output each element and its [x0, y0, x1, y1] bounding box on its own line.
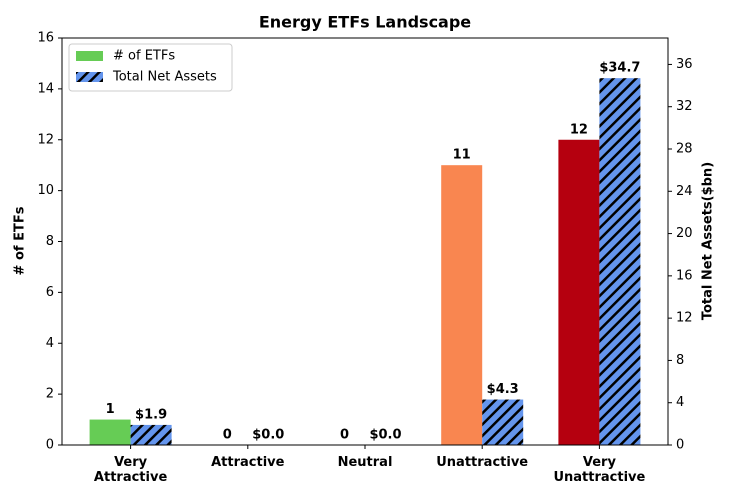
value-label: $4.3: [487, 382, 519, 397]
y2-tick-label: 24: [676, 184, 693, 199]
value-label: 11: [453, 148, 471, 163]
bar: [482, 399, 524, 445]
x-tick-label: Attractive: [211, 455, 285, 470]
y2-tick-label: 16: [676, 268, 693, 283]
x-tick-label: Very Attractive: [94, 455, 168, 485]
y2-tick-label: 12: [676, 311, 693, 326]
y-tick-label: 6: [46, 285, 54, 300]
bar: [89, 419, 131, 445]
value-label: 0: [223, 428, 232, 443]
y-tick-label: 8: [46, 234, 54, 249]
y-tick-label: 10: [37, 183, 54, 198]
value-label: 1: [106, 402, 115, 417]
y2-tick-label: 32: [676, 99, 693, 114]
y-axis-label: # of ETFs: [13, 206, 28, 275]
y-tick-label: 14: [37, 81, 54, 96]
x-tick-label: Neutral: [338, 455, 393, 470]
y2-tick-label: 0: [676, 438, 684, 453]
value-label: $0.0: [252, 428, 284, 443]
y2-tick-label: 4: [676, 395, 684, 410]
legend-box: [68, 43, 233, 92]
x-tick-label: Very Unattractive: [553, 455, 645, 485]
y2-axis-label: Total Net Assets($bn): [701, 162, 716, 320]
y2-tick-label: 28: [676, 142, 693, 157]
value-label: $0.0: [369, 428, 401, 443]
bar: [599, 78, 641, 446]
legend-swatch: [76, 51, 103, 61]
y-tick-label: 16: [37, 31, 54, 46]
value-label: 12: [570, 122, 588, 137]
y2-tick-label: 20: [676, 226, 693, 241]
x-tick-label: Unattractive: [436, 455, 528, 470]
plot-frame: [61, 37, 669, 446]
value-label: 0: [340, 428, 349, 443]
y-tick-label: 2: [46, 387, 54, 402]
chart-title: Energy ETFs Landscape: [259, 13, 471, 32]
value-label: $1.9: [135, 407, 167, 422]
legend-label: # of ETFs: [113, 49, 175, 64]
bar: [130, 424, 172, 445]
bar: [441, 165, 483, 445]
bar: [558, 139, 600, 445]
y-tick-label: 12: [37, 132, 54, 147]
y2-tick-label: 8: [676, 353, 684, 368]
y-tick-label: 4: [46, 336, 54, 351]
legend-swatch: [76, 72, 103, 82]
legend: # of ETFs Total Net Assets: [68, 43, 233, 92]
value-label: $34.7: [599, 61, 640, 76]
y2-tick-label: 36: [676, 57, 693, 72]
y-tick-label: 0: [46, 438, 54, 453]
legend-label: Total Net Assets: [112, 70, 217, 85]
